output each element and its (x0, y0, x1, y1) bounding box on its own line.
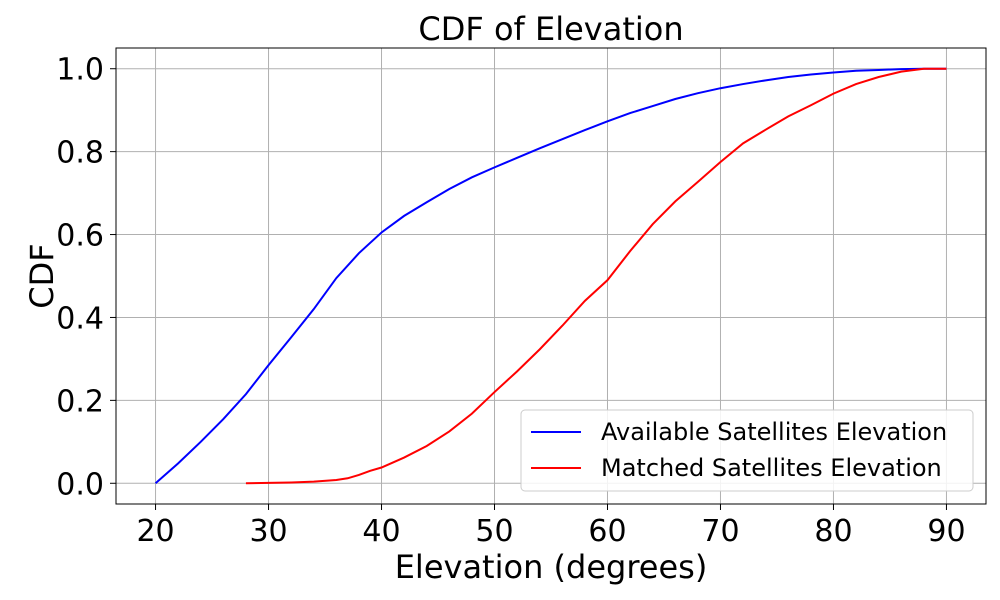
legend-box (520, 409, 974, 492)
axis-ticks: 20 30 40 50 60 70 80 90 0.0 0.2 0.4 0.6 0.8 1.0 (56, 53, 965, 549)
plot-frame (115, 47, 987, 505)
series-lines (154, 67, 947, 485)
series-line-available (154, 67, 947, 485)
x-tick-label: 90 (927, 514, 965, 549)
x-tick-label: 80 (814, 514, 852, 549)
chart-title: CDF of Elevation (418, 10, 683, 48)
y-tick-label: 0.4 (56, 301, 104, 336)
y-axis-title: CDF (23, 243, 61, 308)
y-tick-label: 0.0 (56, 467, 104, 502)
y-tick-label: 0.2 (56, 384, 104, 419)
legend-label-matched: Matched Satellites Elevation (601, 454, 942, 482)
series-line-matched (245, 67, 947, 485)
x-axis-title: Elevation (degrees) (395, 548, 708, 586)
x-tick-label: 50 (475, 514, 513, 549)
legend-label-available: Available Satellites Elevation (601, 418, 947, 446)
x-tick-label: 30 (249, 514, 287, 549)
legend: Available Satellites Elevation Matched S… (520, 409, 974, 492)
grid-lines (116, 48, 986, 504)
x-tick-label: 20 (136, 514, 174, 549)
x-tick-label: 40 (362, 514, 400, 549)
y-tick-label: 0.6 (56, 219, 104, 254)
y-tick-label: 1.0 (56, 53, 104, 88)
x-tick-label: 70 (701, 514, 739, 549)
y-tick-label: 0.8 (56, 136, 104, 171)
x-tick-label: 60 (588, 514, 626, 549)
